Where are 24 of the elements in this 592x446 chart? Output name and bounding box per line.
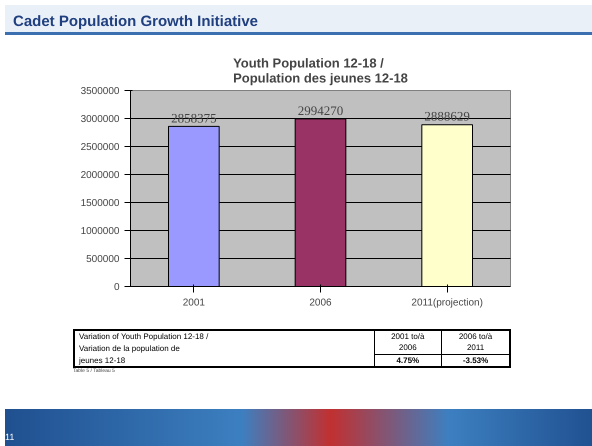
y-tick-label: 500000 bbox=[86, 254, 120, 265]
y-tick-label: 3000000 bbox=[80, 114, 120, 125]
x-tick-label: 2001 bbox=[182, 298, 206, 308]
x-tick-label: 2006 bbox=[309, 298, 332, 308]
y-tick-label: 1000000 bbox=[80, 226, 120, 237]
text: Variation de la population de bbox=[74, 342, 374, 354]
data-label: 2994270 bbox=[298, 102, 344, 118]
y-tick-label: 0 bbox=[114, 282, 120, 293]
y-tick-label: 2500000 bbox=[80, 142, 120, 153]
chart-title: Cadet Population Growth Initiative bbox=[13, 12, 258, 32]
text: 11 bbox=[5, 431, 16, 444]
x-tick-label: 2011(projection) bbox=[411, 298, 483, 308]
text: Variation of Youth Population 12-18 / bbox=[74, 330, 374, 342]
text: 2011 bbox=[442, 342, 510, 354]
y-tick-label: 2000000 bbox=[80, 170, 120, 181]
text: jeunes 12-18 bbox=[74, 354, 374, 368]
text: 2006 bbox=[374, 342, 442, 354]
y-tick-label: 3500000 bbox=[80, 86, 120, 97]
text: -3.53% bbox=[442, 354, 510, 368]
text: 2001 to/à bbox=[374, 330, 442, 342]
text: 4.75% bbox=[374, 354, 442, 368]
text: 2006 to/à bbox=[442, 330, 510, 342]
chart-subtitle: Youth Population 12-18 / Population des jeunes 12-18 bbox=[233, 56, 408, 86]
y-tick-label: 1500000 bbox=[80, 198, 120, 209]
